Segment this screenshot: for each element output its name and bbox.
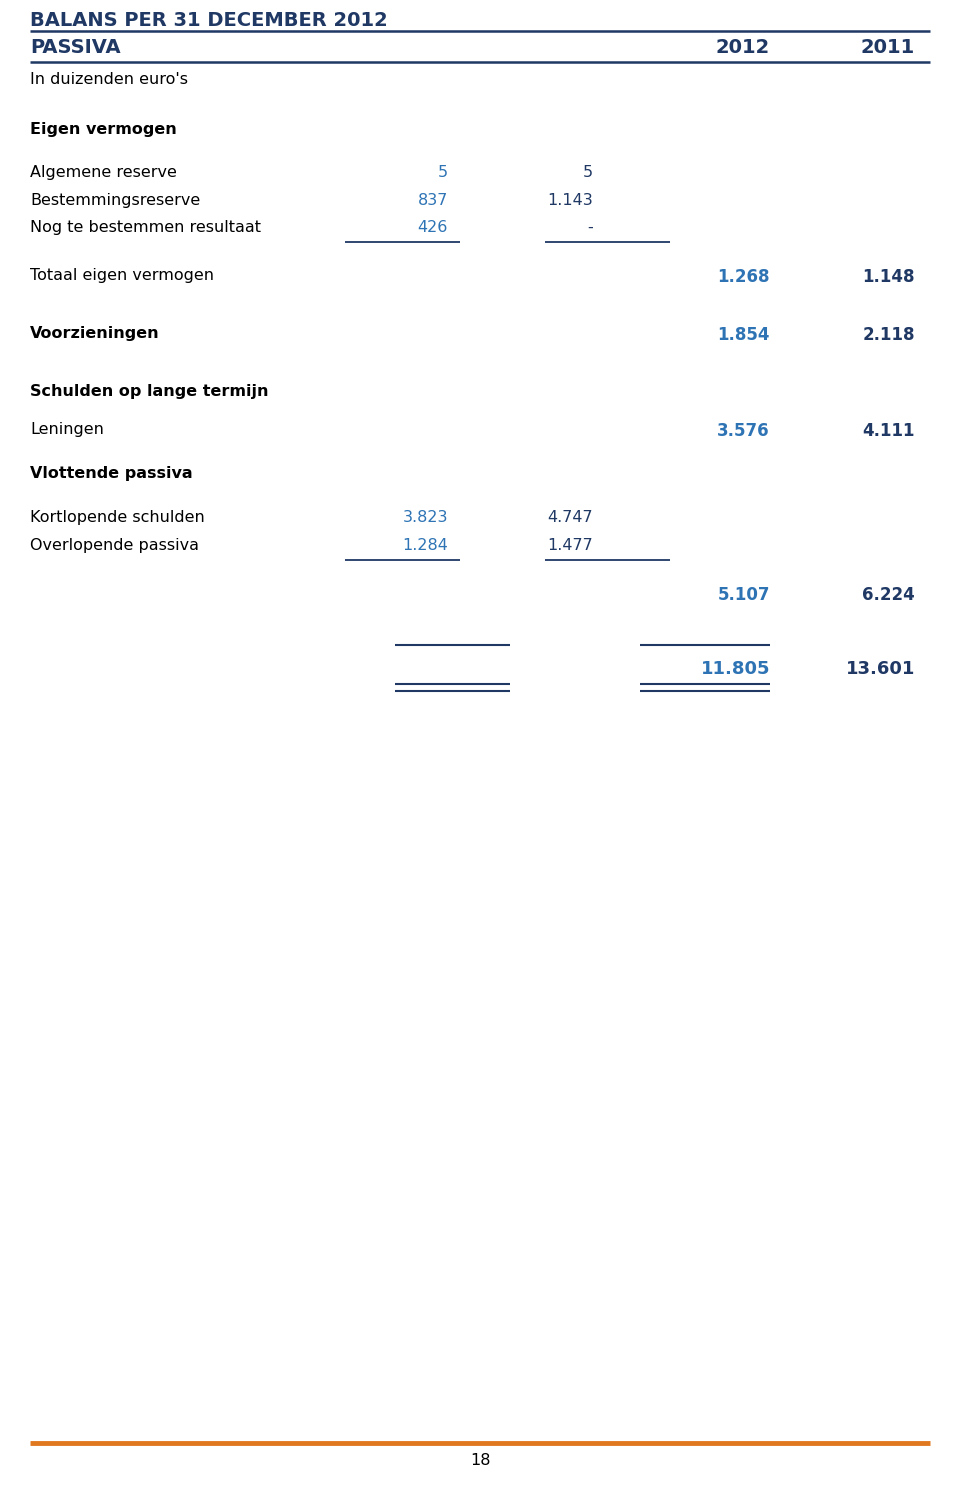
Text: 3.576: 3.576 — [717, 422, 770, 440]
Text: -: - — [588, 220, 593, 235]
Text: Totaal eigen vermogen: Totaal eigen vermogen — [30, 267, 214, 284]
Text: 5: 5 — [438, 165, 448, 180]
Text: Bestemmingsreserve: Bestemmingsreserve — [30, 193, 201, 208]
Text: Overlopende passiva: Overlopende passiva — [30, 538, 199, 552]
Text: Nog te bestemmen resultaat: Nog te bestemmen resultaat — [30, 220, 261, 235]
Text: In duizenden euro's: In duizenden euro's — [30, 71, 188, 88]
Text: 426: 426 — [418, 220, 448, 235]
Text: 5.107: 5.107 — [717, 587, 770, 604]
Text: 13.601: 13.601 — [846, 659, 915, 679]
Text: 5: 5 — [583, 165, 593, 180]
Text: 4.111: 4.111 — [862, 422, 915, 440]
Text: 2.118: 2.118 — [862, 327, 915, 345]
Text: 1.148: 1.148 — [862, 267, 915, 287]
Text: 1.854: 1.854 — [717, 327, 770, 345]
Text: PASSIVA: PASSIVA — [30, 39, 121, 56]
Text: 1.284: 1.284 — [402, 538, 448, 552]
Text: Eigen vermogen: Eigen vermogen — [30, 122, 177, 137]
Text: 1.477: 1.477 — [547, 538, 593, 552]
Text: BALANS PER 31 DECEMBER 2012: BALANS PER 31 DECEMBER 2012 — [30, 10, 388, 30]
Text: 6.224: 6.224 — [862, 587, 915, 604]
Text: 2011: 2011 — [861, 39, 915, 56]
Text: Algemene reserve: Algemene reserve — [30, 165, 177, 180]
Text: 18: 18 — [469, 1452, 491, 1469]
Text: 2012: 2012 — [716, 39, 770, 56]
Text: 3.823: 3.823 — [402, 509, 448, 526]
Text: 1.268: 1.268 — [717, 267, 770, 287]
Text: Voorzieningen: Voorzieningen — [30, 327, 159, 342]
Text: 11.805: 11.805 — [701, 659, 770, 679]
Text: Schulden op lange termijn: Schulden op lange termijn — [30, 385, 269, 399]
Text: Kortlopende schulden: Kortlopende schulden — [30, 509, 204, 526]
Text: Vlottende passiva: Vlottende passiva — [30, 466, 193, 481]
Text: 4.747: 4.747 — [547, 509, 593, 526]
Text: 1.143: 1.143 — [547, 193, 593, 208]
Text: 837: 837 — [418, 193, 448, 208]
Text: Leningen: Leningen — [30, 422, 104, 437]
